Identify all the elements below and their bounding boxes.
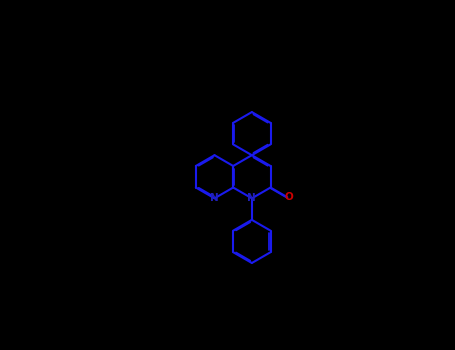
Text: N: N [210, 193, 219, 203]
Text: O: O [284, 192, 293, 202]
Text: N: N [248, 193, 256, 203]
